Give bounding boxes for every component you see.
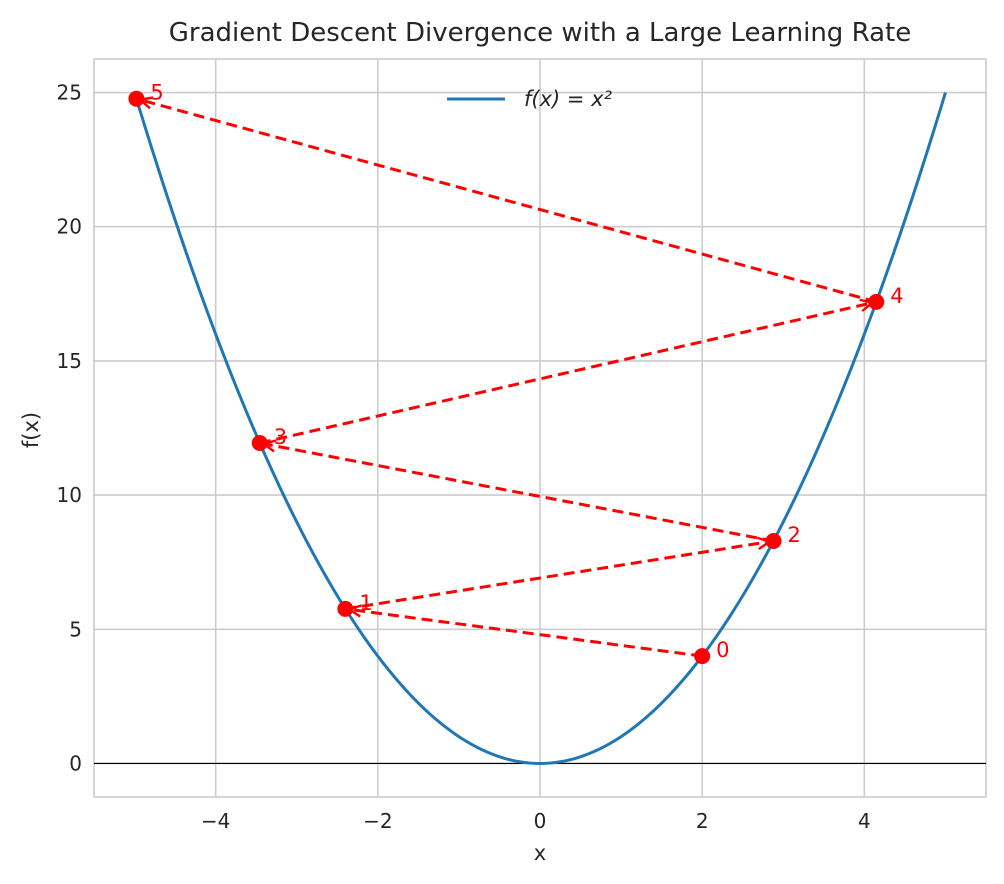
legend-entry-label: f(x) = x² <box>524 87 613 111</box>
path-point-0 <box>694 648 711 665</box>
y-tick-label: 25 <box>57 81 82 105</box>
path-segment-1 <box>345 539 774 611</box>
y-axis-label: f(x) <box>19 412 43 448</box>
y-ticks: 0 5 10 15 20 25 <box>57 81 82 776</box>
y-tick-label: 0 <box>69 751 82 775</box>
x-tick-label: 4 <box>858 809 871 833</box>
curve-line <box>133 92 947 765</box>
path-point-label-3: 3 <box>274 425 287 449</box>
y-tick-label: 5 <box>69 617 82 641</box>
path-point-3 <box>251 435 268 452</box>
path-point-4 <box>868 293 885 310</box>
path-segment-0 <box>345 607 703 658</box>
path-point-5 <box>128 90 145 107</box>
x-tick-label: −2 <box>363 809 392 833</box>
descent-points: 0 1 2 3 4 5 <box>128 81 904 665</box>
path-segment-3 <box>259 300 877 445</box>
legend: f(x) = x² <box>447 87 613 111</box>
y-tick-label: 15 <box>57 349 82 373</box>
path-point-label-4: 4 <box>890 284 903 308</box>
path-point-label-0: 0 <box>716 638 729 662</box>
path-point-label-5: 5 <box>150 81 163 105</box>
y-tick-label: 10 <box>57 483 82 507</box>
x-tick-label: 2 <box>696 809 709 833</box>
x-tick-label: 0 <box>534 809 547 833</box>
path-segment-4 <box>136 97 877 304</box>
axes-border <box>93 58 987 798</box>
path-point-label-2: 2 <box>788 523 801 547</box>
x-ticks: −4 −2 0 2 4 <box>201 809 871 833</box>
curve-series <box>133 92 947 765</box>
axes-frame <box>93 58 987 798</box>
x-axis-label: x <box>534 841 546 865</box>
path-point-label-1: 1 <box>359 591 372 615</box>
chart-title: Gradient Descent Divergence with a Large… <box>169 18 911 48</box>
x-tick-label: −4 <box>201 809 230 833</box>
y-tick-label: 20 <box>57 215 82 239</box>
path-segment-2 <box>259 441 774 543</box>
path-point-2 <box>765 532 782 549</box>
path-point-1 <box>337 600 354 617</box>
